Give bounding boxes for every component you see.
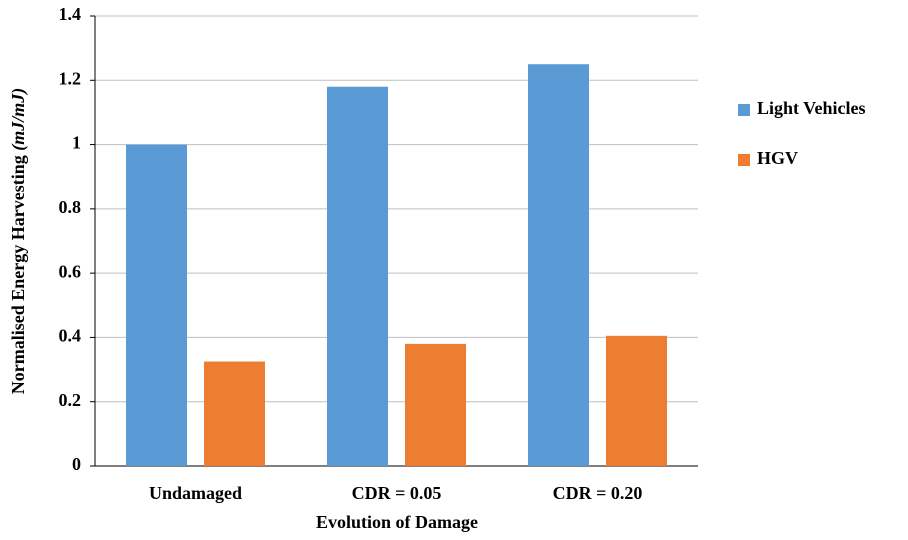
y-tick-label: 0.8 bbox=[59, 197, 82, 217]
y-tick-label: 0.6 bbox=[59, 261, 82, 281]
bar bbox=[204, 361, 265, 466]
x-tick-label: CDR = 0.20 bbox=[553, 483, 643, 503]
legend-swatch bbox=[738, 104, 750, 116]
y-tick-label: 1 bbox=[72, 133, 81, 153]
legend-swatch bbox=[738, 154, 750, 166]
bar bbox=[327, 86, 388, 466]
y-tick-label: 0 bbox=[72, 454, 81, 474]
legend-label: Light Vehicles bbox=[757, 98, 866, 118]
y-axis-unit: (mJ/mJ) bbox=[8, 88, 29, 151]
y-axis-title-text: Normalised Energy Harvesting bbox=[8, 155, 28, 394]
x-axis-title: Evolution of Damage bbox=[316, 512, 478, 532]
x-tick-label: CDR = 0.05 bbox=[352, 483, 442, 503]
bar bbox=[405, 343, 466, 466]
bar bbox=[528, 64, 589, 466]
x-tick-label: Undamaged bbox=[149, 483, 242, 503]
y-tick-label: 0.2 bbox=[59, 390, 82, 410]
bar bbox=[126, 144, 187, 467]
y-tick-label: 1.2 bbox=[59, 68, 82, 88]
bar bbox=[606, 335, 667, 466]
y-tick-label: 1.4 bbox=[59, 4, 82, 24]
legend-label: HGV bbox=[757, 148, 798, 168]
y-axis-title: Normalised Energy Harvesting (mJ/mJ) bbox=[8, 88, 29, 394]
y-tick-label: 0.4 bbox=[59, 326, 82, 346]
